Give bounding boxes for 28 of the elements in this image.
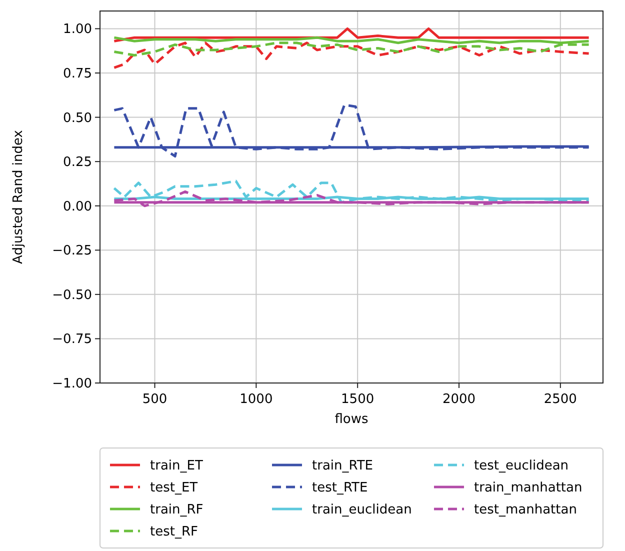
y-tick-label: 0.25 <box>63 155 92 170</box>
y-tick-label: 0.50 <box>63 110 92 126</box>
legend-label: train_manhattan <box>474 480 582 496</box>
legend-label: test_RTE <box>312 480 368 496</box>
legend-label: test_euclidean <box>474 458 569 474</box>
x-tick-label: 2500 <box>544 392 577 407</box>
line-series <box>112 42 590 69</box>
y-axis-title: Adjusted Rand index <box>11 130 26 264</box>
x-axis-title: flows <box>334 412 368 427</box>
line-series <box>112 27 590 42</box>
x-tick-label: 500 <box>142 392 168 407</box>
y-tick-label: 1.00 <box>63 22 92 38</box>
legend-label: test_manhattan <box>474 502 577 518</box>
legend-label: train_euclidean <box>312 502 412 518</box>
x-tick-label: 1500 <box>341 392 374 407</box>
y-tick-label: −1.00 <box>52 376 92 392</box>
legend-label: test_RF <box>150 524 198 540</box>
y-tick-label: 0.00 <box>63 199 92 214</box>
legend-label: train_ET <box>150 458 203 474</box>
y-tick-label: −0.75 <box>52 332 92 348</box>
y-tick-label: −0.50 <box>52 288 92 303</box>
y-tick-label: 0.75 <box>63 66 92 82</box>
y-tick-label: −0.25 <box>52 244 92 259</box>
legend-label: train_RTE <box>312 458 374 474</box>
legend-label: test_ET <box>150 480 198 496</box>
x-tick-label: 1000 <box>240 392 273 407</box>
x-tick-label: 2000 <box>442 392 476 407</box>
legend-label: train_RF <box>150 502 204 518</box>
